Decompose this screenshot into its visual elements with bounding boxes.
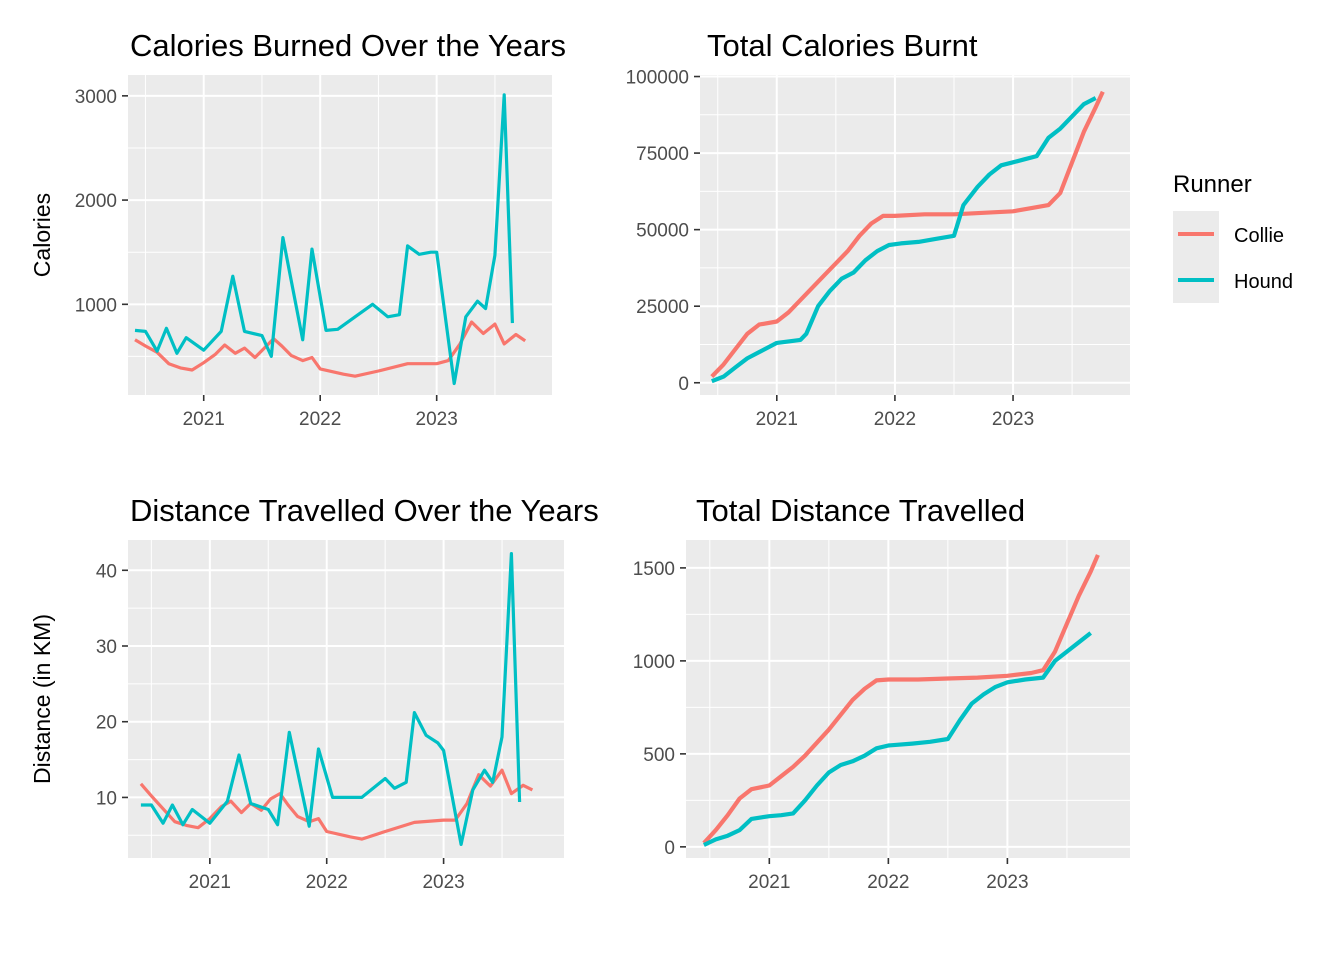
plot-background <box>128 540 564 858</box>
series-line-hound <box>711 96 1097 384</box>
x-tick-label: 2022 <box>306 872 348 893</box>
x-tick-label: 2022 <box>874 409 916 430</box>
chart-panel-1: 2021 2022 2023 1000 2000 3000 Calories Burned … <box>29 28 566 430</box>
series-line-hound <box>140 551 522 847</box>
y-tick-label: 3000 <box>75 87 117 108</box>
series-line-collie <box>702 554 1100 845</box>
chart-title: Distance Travelled Over the Years <box>130 493 599 528</box>
x-tick-label: 2021 <box>189 872 231 893</box>
legend: Runner Collie Hound <box>1173 171 1293 303</box>
x-tick-label: 2022 <box>299 409 341 430</box>
x-tick-label: 2021 <box>748 872 790 893</box>
x-tick-label: 2023 <box>422 872 464 893</box>
plot-background <box>686 540 1130 858</box>
y-tick-label: 10 <box>96 788 117 809</box>
series-line-collie <box>710 90 1105 379</box>
y-tick-label: 50000 <box>636 221 689 242</box>
y-tick-label: 75000 <box>636 144 689 165</box>
chart-title: Total Distance Travelled <box>696 493 1025 528</box>
series-line-hound <box>703 631 1092 847</box>
series-line-hound <box>134 93 514 386</box>
y-tick-label: 20 <box>96 713 117 734</box>
chart-panel-2: 2021 2022 2023 0 25000 50000 75000 100000 Total … <box>626 28 1130 430</box>
y-tick-label: 1500 <box>633 559 675 580</box>
chart-title: Calories Burned Over the Years <box>130 28 566 63</box>
legend-label-hound: Hound <box>1234 271 1293 293</box>
y-tick-label: 100000 <box>626 68 689 89</box>
legend-title: Runner <box>1173 171 1252 198</box>
series-line-collie <box>134 320 527 378</box>
x-tick-label: 2021 <box>183 409 225 430</box>
y-axis-title: Distance (in KM) <box>29 614 55 784</box>
y-tick-label: 40 <box>96 561 117 582</box>
chart-panel-3: 2021 2022 2023 10 20 30 40 Distance Travelled O… <box>29 493 599 893</box>
x-tick-label: 2021 <box>756 409 798 430</box>
chart-panel-4: 2021 2022 2023 0 500 1000 1500 Total Distance T… <box>633 493 1130 893</box>
y-tick-label: 500 <box>643 745 675 766</box>
y-tick-label: 30 <box>96 637 117 658</box>
y-tick-label: 25000 <box>636 297 689 318</box>
legend-label-collie: Collie <box>1234 225 1284 247</box>
plot-background <box>128 75 552 395</box>
y-tick-label: 1000 <box>75 295 117 316</box>
y-tick-label: 1000 <box>633 652 675 673</box>
x-tick-label: 2022 <box>867 872 909 893</box>
y-tick-label: 0 <box>664 838 675 859</box>
chart-title: Total Calories Burnt <box>707 28 978 63</box>
series-line-collie <box>139 768 534 841</box>
y-tick-label: 0 <box>678 374 689 395</box>
y-axis-title: Calories <box>29 193 55 277</box>
x-tick-label: 2023 <box>416 409 458 430</box>
y-tick-label: 2000 <box>75 191 117 212</box>
x-tick-label: 2023 <box>992 409 1034 430</box>
x-tick-label: 2023 <box>986 872 1028 893</box>
